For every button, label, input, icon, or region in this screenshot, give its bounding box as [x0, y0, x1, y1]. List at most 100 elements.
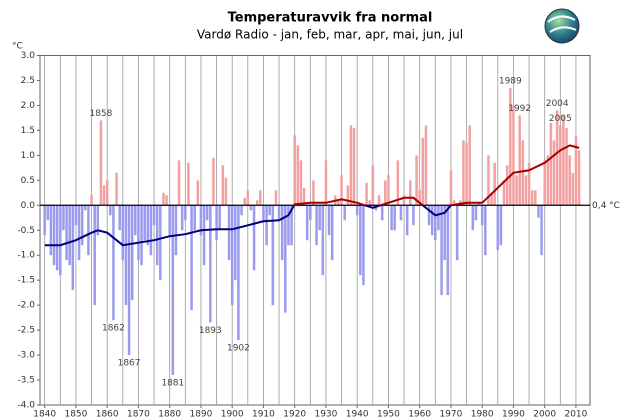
bar: [68, 205, 71, 266]
y-tick-label: -4.0: [17, 401, 35, 411]
bar: [412, 205, 415, 226]
bar: [499, 205, 503, 246]
bar: [227, 205, 231, 261]
bar: [65, 205, 68, 261]
bar: [421, 137, 425, 206]
bar: [562, 115, 565, 206]
bar: [49, 205, 53, 256]
bar: [480, 205, 484, 226]
bar: [302, 187, 306, 206]
x-tick-label: 1860: [96, 410, 119, 419]
bar: [493, 162, 496, 206]
bar: [87, 205, 90, 256]
bar: [74, 205, 78, 226]
annotation: 2004: [546, 99, 569, 109]
bar: [349, 125, 353, 206]
bar: [105, 180, 109, 206]
bar: [215, 205, 218, 241]
bar: [259, 190, 262, 206]
bar: [396, 160, 400, 206]
bar: [399, 205, 403, 221]
bar: [502, 180, 506, 206]
bar: [384, 180, 387, 206]
bar: [71, 205, 75, 291]
bar: [521, 140, 525, 206]
chart-subtitle: Vardø Radio - jan, feb, mar, apr, mai, j…: [197, 28, 463, 42]
bar: [268, 205, 271, 216]
bar: [552, 140, 556, 206]
bar: [565, 127, 568, 206]
bar: [240, 205, 243, 216]
bar: [149, 205, 153, 256]
bar: [549, 122, 553, 206]
bar: [274, 190, 278, 206]
bar: [380, 205, 384, 221]
bar: [140, 205, 143, 266]
bar: [405, 205, 409, 236]
x-tick-label: 1940: [346, 410, 369, 419]
y-tick-label: 3.0: [21, 51, 36, 61]
bar: [390, 205, 393, 231]
y-axis-label: °C: [12, 42, 23, 52]
logo: [544, 8, 580, 44]
bar: [52, 205, 56, 266]
annotation: 2005: [549, 114, 572, 124]
x-tick-label: 1890: [189, 410, 212, 419]
bar: [343, 205, 346, 221]
bar: [174, 205, 178, 256]
bar: [124, 205, 128, 306]
y-tick-label: 2.5: [21, 76, 35, 86]
bar: [455, 205, 459, 261]
x-tick-label: 1960: [408, 410, 431, 419]
bar: [143, 205, 146, 241]
bar: [355, 205, 359, 216]
smooth-line: [44, 144, 580, 247]
bar: [265, 205, 268, 246]
bar: [546, 155, 550, 206]
bar: [290, 205, 293, 246]
bar: [318, 205, 321, 231]
bar: [474, 205, 478, 221]
bar: [130, 205, 134, 301]
bar: [559, 125, 562, 206]
x-tick-label: 1840: [33, 410, 56, 419]
bar: [155, 205, 159, 266]
bar: [471, 205, 475, 231]
bar: [168, 205, 171, 236]
bar: [218, 205, 221, 231]
x-tick-label: 1870: [127, 410, 150, 419]
bar: [571, 172, 575, 206]
bar: [462, 140, 465, 206]
bar: [371, 165, 375, 206]
bar: [59, 205, 62, 276]
bar: [230, 205, 234, 306]
bar: [512, 105, 515, 206]
bar: [152, 205, 156, 226]
bar: [293, 135, 296, 206]
bar: [543, 160, 546, 206]
bar: [199, 205, 203, 236]
bar: [530, 190, 534, 206]
bar: [409, 180, 412, 206]
bar: [330, 205, 334, 261]
y-tick-label: 0.0: [21, 201, 36, 211]
bar: [449, 170, 453, 206]
x-tick-label: 2000: [533, 410, 556, 419]
bar: [359, 205, 362, 276]
bar: [527, 162, 531, 206]
bar: [277, 205, 281, 221]
x-tick-label: 1900: [221, 410, 244, 419]
bar: [477, 202, 481, 206]
bar: [205, 205, 209, 221]
bar: [146, 205, 150, 246]
bar: [365, 182, 368, 206]
bar: [280, 205, 284, 261]
bar: [327, 205, 331, 236]
bar: [418, 190, 421, 206]
bar: [127, 205, 131, 356]
bar: [234, 205, 237, 281]
x-tick-label: 1950: [377, 410, 400, 419]
bar: [296, 145, 300, 206]
y-tick-label: 1.5: [21, 126, 35, 136]
bar: [196, 180, 200, 206]
